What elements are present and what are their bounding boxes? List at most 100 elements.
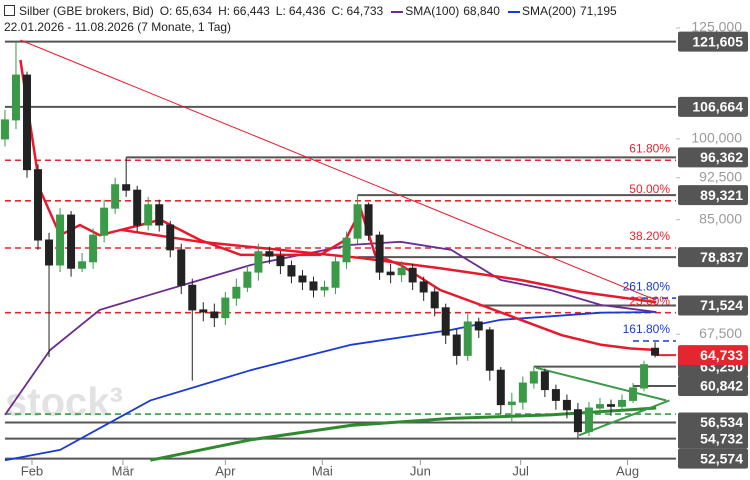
candle-body bbox=[331, 261, 340, 288]
level-label: 78,837 bbox=[700, 249, 743, 265]
candle-body bbox=[45, 239, 54, 266]
y-tick-label: 67,500 bbox=[699, 325, 742, 341]
level-box bbox=[678, 295, 748, 316]
candle-body bbox=[540, 371, 549, 391]
ma-line bbox=[19, 59, 657, 352]
x-tick-label: Mär bbox=[112, 463, 135, 478]
level-box bbox=[678, 31, 748, 52]
y-tick-label: 92,500 bbox=[699, 168, 742, 184]
candle-body bbox=[529, 371, 538, 384]
candle-body bbox=[232, 286, 241, 299]
candle-body bbox=[188, 284, 197, 311]
candle-body bbox=[320, 286, 329, 291]
candle-body bbox=[364, 204, 373, 236]
candle-body bbox=[618, 399, 627, 407]
candle-body bbox=[199, 309, 208, 313]
trendline bbox=[20, 39, 657, 301]
candle-body bbox=[144, 204, 153, 226]
candle-body bbox=[309, 281, 318, 291]
fib-label: 23.60% bbox=[629, 294, 670, 308]
level-box bbox=[678, 96, 748, 117]
candle-body bbox=[651, 347, 660, 356]
level-box bbox=[678, 412, 748, 433]
x-tick-label: Feb bbox=[21, 463, 43, 478]
level-label: 121,605 bbox=[692, 33, 743, 49]
level-box bbox=[678, 147, 748, 168]
candle-body bbox=[430, 291, 439, 309]
trendline bbox=[578, 399, 670, 437]
ohlc-name: L: bbox=[275, 4, 286, 18]
ohlc: O: 65,634 H: 66,443 L: 64,436 C: 64,733 bbox=[154, 4, 384, 18]
ma-line bbox=[4, 311, 657, 462]
candle-body bbox=[419, 281, 428, 293]
icon bbox=[4, 5, 15, 16]
watermark: stock³ bbox=[5, 381, 123, 425]
candle-body bbox=[507, 401, 516, 406]
level-label: 96,362 bbox=[700, 149, 743, 165]
candle-body bbox=[606, 404, 615, 407]
ohlc-name: C: bbox=[331, 4, 344, 18]
fib-label: 61.80% bbox=[629, 141, 670, 155]
candle-body bbox=[276, 255, 285, 267]
candle-body bbox=[287, 265, 296, 277]
header-line: Silber (GBE brokers, Bid) O: 65,634 H: 66,44… bbox=[4, 3, 617, 19]
indicator-value: 68,840 bbox=[463, 4, 500, 18]
candle-body bbox=[254, 251, 263, 273]
level-label: 56,534 bbox=[700, 414, 743, 430]
ohlc-value: 65,634 bbox=[175, 4, 213, 18]
ma-line bbox=[4, 240, 657, 416]
level-box bbox=[678, 247, 748, 268]
candle-body bbox=[496, 369, 505, 406]
level-label: 89,321 bbox=[700, 187, 743, 203]
candle-body bbox=[408, 267, 417, 283]
candle-body bbox=[629, 387, 638, 401]
candle-body bbox=[133, 189, 142, 226]
candle-body bbox=[595, 404, 604, 409]
candle-body bbox=[485, 329, 494, 371]
y-tick-label: 100,000 bbox=[691, 130, 742, 146]
candle-body bbox=[177, 249, 186, 286]
header: Silber (GBE brokers, Bid) O: 65,634 H: 66,44… bbox=[4, 3, 617, 35]
ohlc-name: O: bbox=[159, 4, 173, 18]
x-tick-label: Aug bbox=[616, 463, 639, 478]
ohlc-value: 66,443 bbox=[233, 4, 270, 18]
candle-body bbox=[155, 204, 164, 226]
ohlc-value: 64,436 bbox=[288, 4, 326, 18]
candle-body bbox=[518, 382, 527, 403]
candle-body bbox=[11, 74, 20, 121]
candle-body bbox=[640, 364, 649, 389]
candle-body bbox=[34, 169, 43, 241]
candle-body bbox=[375, 234, 384, 273]
level-box bbox=[678, 345, 748, 366]
y-tick-label: 125,000 bbox=[691, 19, 742, 35]
candle-body bbox=[397, 267, 406, 276]
candle-body bbox=[584, 407, 593, 433]
candle-body bbox=[452, 334, 461, 356]
plot-area bbox=[0, 39, 676, 462]
candle-body bbox=[342, 237, 351, 263]
level-label: 106,664 bbox=[692, 99, 743, 115]
level-box bbox=[678, 448, 748, 469]
instrument: Silber (GBE brokers, Bid) bbox=[19, 4, 154, 18]
candle-body bbox=[0, 119, 9, 140]
candle-body bbox=[221, 297, 230, 319]
indicator-value: 71,195 bbox=[579, 4, 617, 18]
candle-body bbox=[298, 275, 307, 283]
x-tick-label: Jul bbox=[512, 463, 529, 478]
x-tick-label: Mai bbox=[312, 463, 333, 478]
x-tick-label: Jun bbox=[410, 463, 431, 478]
ma-line bbox=[150, 406, 657, 462]
fib-label: 261.80% bbox=[623, 279, 671, 293]
x-tick-label: Apr bbox=[215, 463, 236, 478]
candle-body bbox=[210, 311, 219, 319]
level-box bbox=[678, 375, 748, 396]
candle-body bbox=[243, 271, 252, 288]
candle-body bbox=[100, 207, 109, 236]
candle-body bbox=[122, 184, 131, 191]
fib-label: 161.80% bbox=[623, 322, 671, 336]
candle-body bbox=[111, 184, 120, 209]
ma-line bbox=[120, 228, 657, 304]
level-label: 60,842 bbox=[700, 378, 743, 394]
